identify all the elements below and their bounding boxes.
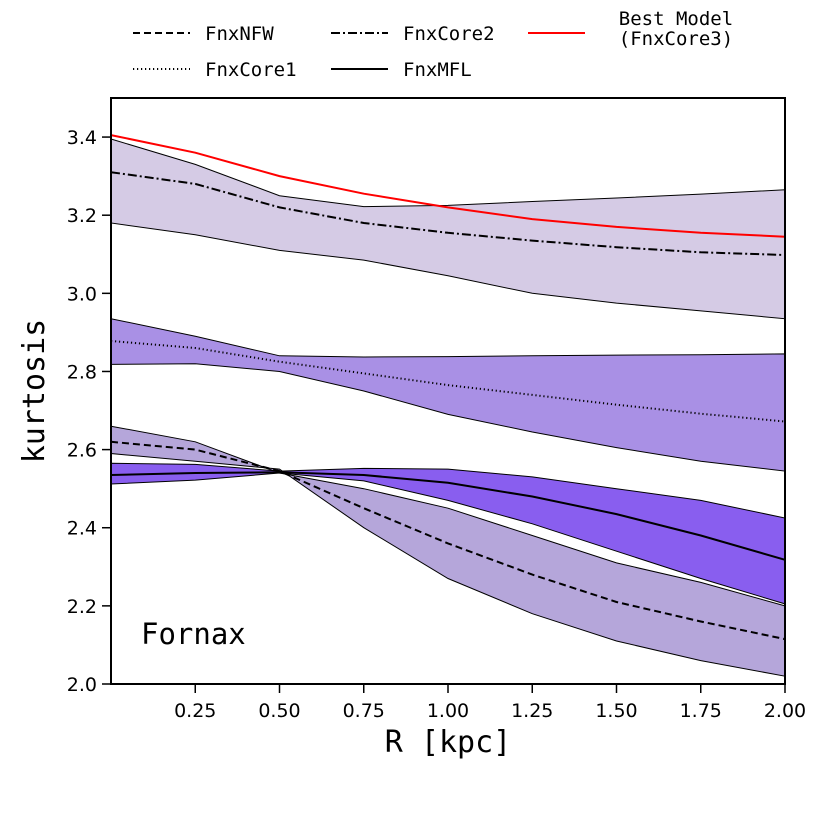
x-tick-label: 0.50 (258, 700, 300, 722)
x-tick-label: 2.00 (764, 700, 806, 722)
y-tick-label: 3.0 (67, 283, 97, 305)
line-fnxnfw (110, 440, 786, 641)
band-fnxcore2 (110, 138, 786, 320)
series-lines (110, 134, 786, 641)
legend-label-fnxmfl: FnxMFL (403, 59, 472, 81)
line-fnxmfl (110, 471, 786, 561)
x-tick-label: 0.25 (174, 700, 216, 722)
confidence-bands (110, 138, 786, 677)
line-fnxcore2 (110, 171, 786, 256)
x-tick-label: 0.75 (343, 700, 385, 722)
y-axis-ticks: 2.0 2.2 2.4 2.6 2.8 3.0 3.2 3.4 (67, 127, 111, 696)
line-best-model-fnxcore3 (110, 134, 786, 238)
legend: FnxNFW FnxCore2 Best Model (FnxCore3) FnxCor… (133, 8, 733, 81)
x-tick-label: 1.75 (680, 700, 722, 722)
x-tick-label: 1.50 (595, 700, 637, 722)
y-tick-label: 3.4 (67, 127, 97, 149)
y-tick-label: 2.6 (67, 440, 97, 462)
legend-label-fnxnfw: FnxNFW (205, 23, 274, 45)
y-axis-label: kurtosis (17, 319, 52, 464)
y-tick-label: 2.0 (67, 674, 97, 696)
y-tick-label: 2.8 (67, 361, 97, 383)
y-tick-label: 2.2 (67, 596, 97, 618)
x-axis-ticks: 0.25 0.50 0.75 1.00 1.25 1.50 1.75 2.00 (174, 684, 806, 722)
legend-label-best-model-fnxcore3: Best Model (FnxCore3) (619, 8, 733, 50)
y-tick-label: 2.4 (67, 518, 97, 540)
line-fnxcore1 (110, 340, 786, 423)
y-tick-label: 3.2 (67, 205, 97, 227)
legend-label-fnxcore1: FnxCore1 (205, 59, 297, 81)
galaxy-annotation: Fornax (141, 617, 246, 651)
x-tick-label: 1.00 (427, 700, 469, 722)
legend-label-fnxcore2: FnxCore2 (403, 23, 495, 45)
x-axis-label: R [kpc] (385, 725, 511, 760)
x-tick-label: 1.25 (511, 700, 553, 722)
